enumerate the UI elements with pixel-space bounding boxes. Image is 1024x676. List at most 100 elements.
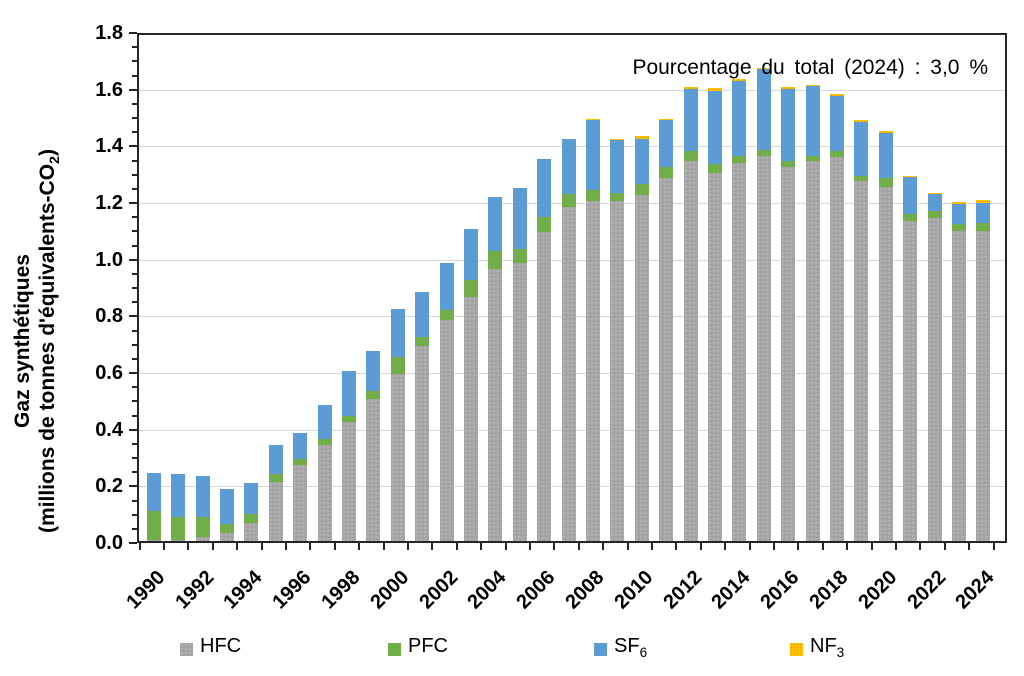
bar-segment-hfc-2003 — [463, 297, 478, 541]
x-tick-label-1998: 1998 — [317, 566, 365, 614]
bar-segment-pfc-2010 — [634, 184, 649, 196]
y-minor-tick-1.30 — [132, 173, 137, 176]
y-major-tick-1.80 — [129, 32, 137, 34]
bar-segment-hfc-2023 — [951, 230, 966, 541]
x-tick-16 — [528, 543, 531, 550]
bar-segment-pfc-1997 — [317, 439, 332, 445]
x-tick-label-2010: 2010 — [610, 566, 658, 614]
y-minor-tick-0.90 — [132, 287, 137, 289]
pfc-legend-swatch-icon — [388, 642, 401, 656]
x-tick-2 — [187, 543, 190, 550]
x-tick-label-1990: 1990 — [122, 566, 170, 614]
bar-segment-pfc-2023 — [951, 223, 966, 231]
sf6-legend-swatch-icon — [594, 642, 607, 656]
bar-segment-sf6-2003 — [463, 229, 478, 281]
bar-segment-sf6-2006 — [537, 158, 552, 217]
y-minor-tick-1.75 — [132, 46, 137, 49]
y-tick-label-0.0: 0.0 — [95, 532, 123, 554]
bar-segment-sf6-2012 — [683, 89, 698, 152]
y-tick-label-1.0: 1.0 — [95, 248, 123, 271]
bar-segment-pfc-2018 — [829, 151, 844, 158]
bar-segment-pfc-2021 — [903, 213, 918, 221]
x-tick-label-2000: 2000 — [366, 566, 414, 614]
bar-segment-pfc-1994 — [244, 514, 259, 523]
y-major-tick-1.60 — [129, 88, 137, 91]
y-minor-tick-0.05 — [132, 527, 137, 530]
y-minor-tick-1.45 — [132, 131, 137, 134]
legend-label-nf3: NF3 — [810, 634, 845, 660]
y-axis-title-line2: (millions de tonnes d'équivalents-CO2) — [35, 149, 64, 533]
x-tick-28 — [821, 543, 824, 550]
x-tick-12 — [431, 543, 434, 550]
bar-segment-hfc-2012 — [683, 161, 698, 541]
bar-segment-hfc-2010 — [634, 195, 649, 541]
x-tick-31 — [894, 543, 897, 550]
y-minor-tick-1.15 — [132, 216, 137, 219]
legend-label-sf6: SF6 — [614, 634, 648, 660]
bar-segment-hfc-2005 — [512, 263, 527, 541]
y-minor-tick-0.75 — [132, 329, 137, 332]
bar-segment-pfc-2005 — [512, 249, 527, 264]
bar-segment-pfc-2003 — [463, 280, 478, 298]
x-tick-7 — [309, 543, 312, 550]
bar-segment-pfc-2007 — [561, 193, 576, 207]
bar-segment-sf6-1997 — [317, 405, 332, 439]
legend-label-pfc: PFC — [408, 634, 448, 657]
x-tick-33 — [943, 543, 946, 550]
x-tick-30 — [870, 543, 873, 550]
x-tick-24 — [724, 543, 727, 550]
bar-segment-hfc-2013 — [707, 172, 722, 541]
bar-segment-hfc-1995 — [268, 481, 283, 541]
y-major-tick-0.20 — [129, 485, 137, 488]
y-minor-tick-1.50 — [132, 117, 137, 119]
bar-segment-hfc-1999 — [366, 399, 381, 541]
y-minor-tick-0.65 — [132, 357, 137, 360]
bar-segment-hfc-1996 — [293, 464, 308, 541]
y-minor-tick-1.10 — [132, 230, 137, 233]
y-major-tick-0.40 — [129, 428, 137, 431]
x-tick-label-2018: 2018 — [805, 566, 853, 614]
x-tick-label-2012: 2012 — [658, 566, 706, 614]
y-major-tick-1.40 — [129, 145, 137, 148]
bar-segment-pfc-2024 — [976, 222, 991, 231]
y-tick-label-1.8: 1.8 — [95, 22, 123, 44]
y-tick-label-0.8: 0.8 — [95, 305, 123, 328]
bar-segment-sf6-1993 — [219, 488, 234, 524]
bar-segment-pfc-1999 — [366, 390, 381, 400]
bar-segment-hfc-2000 — [390, 373, 405, 541]
bar-segment-sf6-2002 — [439, 263, 454, 311]
bar-segment-sf6-2005 — [512, 188, 527, 250]
bar-segment-pfc-2015 — [756, 150, 771, 156]
nf3-legend-swatch-icon — [790, 642, 803, 656]
x-tick-label-2002: 2002 — [414, 566, 462, 614]
x-tick-6 — [284, 543, 287, 550]
bar-segment-hfc-1991 — [171, 539, 186, 541]
bar-segment-hfc-2001 — [415, 345, 430, 541]
x-tick-label-2024: 2024 — [951, 566, 999, 614]
bar-segment-pfc-2016 — [781, 160, 796, 167]
x-tick-label-2004: 2004 — [463, 566, 511, 614]
bar-segment-hfc-2019 — [854, 181, 869, 541]
x-tick-17 — [553, 543, 556, 550]
y-minor-tick-0.15 — [132, 499, 137, 502]
y-minor-tick-1.25 — [132, 187, 137, 190]
bar-segment-nf3-2008 — [585, 118, 600, 121]
bar-segment-nf3-2023 — [951, 201, 966, 204]
bar-segment-sf6-1990 — [146, 473, 161, 512]
bar-segment-pfc-2009 — [610, 192, 625, 201]
bar-segment-nf3-2018 — [829, 94, 844, 97]
x-tick-32 — [919, 543, 922, 550]
bar-segment-nf3-2014 — [732, 79, 747, 81]
bar-segment-nf3-2013 — [707, 87, 722, 91]
y-minor-tick-0.25 — [132, 471, 137, 474]
bar-segment-hfc-2007 — [561, 206, 576, 541]
x-tick-label-2006: 2006 — [512, 566, 560, 614]
x-tick-label-2014: 2014 — [707, 566, 755, 614]
bar-segment-sf6-2009 — [610, 140, 625, 193]
bar-segment-sf6-2019 — [854, 121, 869, 176]
y-minor-tick-1.65 — [132, 74, 137, 77]
x-tick-27 — [797, 543, 800, 550]
bar-segment-pfc-2017 — [805, 155, 820, 162]
x-tick-label-2008: 2008 — [561, 566, 609, 614]
